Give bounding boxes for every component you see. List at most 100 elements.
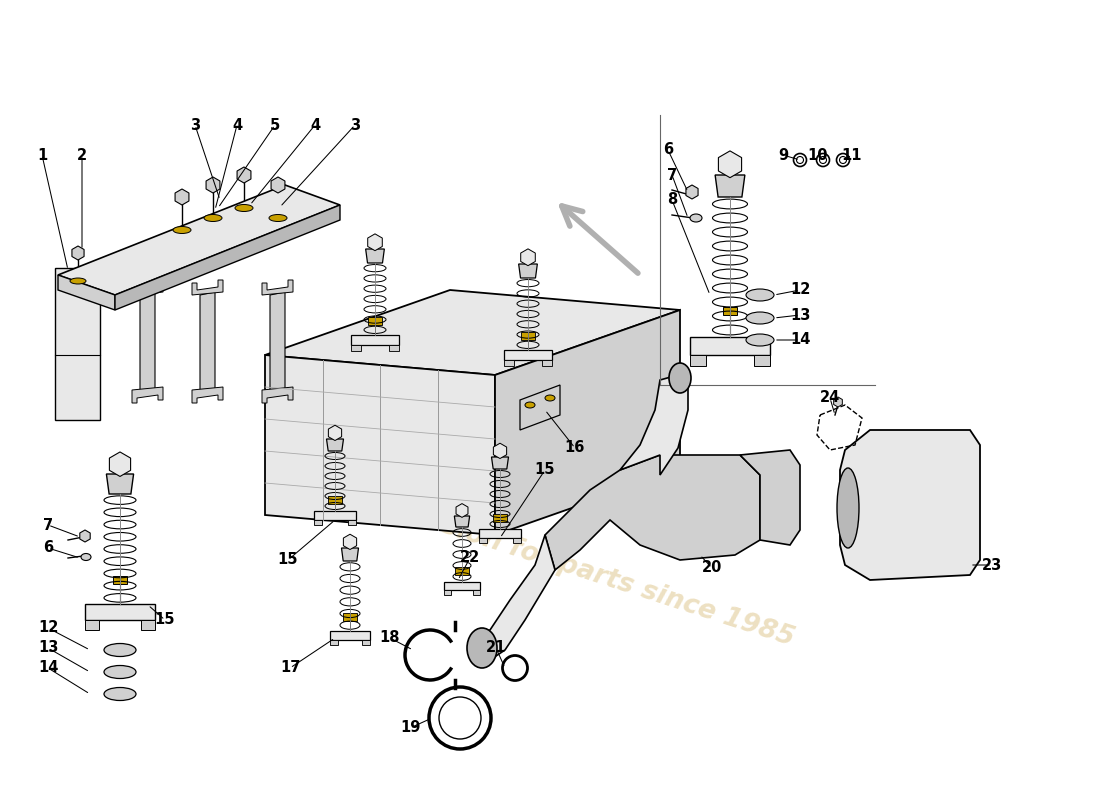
- Ellipse shape: [690, 214, 702, 222]
- Text: 3: 3: [350, 118, 360, 133]
- Polygon shape: [85, 604, 155, 620]
- Text: 4: 4: [232, 118, 242, 133]
- Polygon shape: [444, 582, 480, 590]
- Text: 14: 14: [790, 333, 811, 347]
- Text: 9: 9: [778, 147, 788, 162]
- Text: 7: 7: [43, 518, 53, 533]
- Polygon shape: [368, 317, 382, 325]
- Text: 23: 23: [982, 558, 1002, 573]
- Polygon shape: [192, 387, 223, 403]
- Polygon shape: [389, 345, 399, 351]
- Polygon shape: [132, 280, 163, 295]
- Ellipse shape: [235, 205, 253, 211]
- Ellipse shape: [837, 468, 859, 548]
- Text: 5: 5: [270, 118, 280, 133]
- Ellipse shape: [544, 395, 556, 401]
- Ellipse shape: [81, 554, 91, 561]
- Text: 24: 24: [820, 390, 840, 406]
- Ellipse shape: [746, 312, 774, 324]
- Ellipse shape: [204, 214, 222, 222]
- Polygon shape: [113, 576, 127, 584]
- Polygon shape: [521, 332, 535, 340]
- Polygon shape: [513, 538, 521, 543]
- Polygon shape: [740, 450, 800, 545]
- Ellipse shape: [70, 278, 86, 284]
- Text: 15: 15: [535, 462, 556, 478]
- Text: 19: 19: [399, 721, 420, 735]
- Polygon shape: [492, 457, 508, 469]
- Text: 13: 13: [790, 307, 811, 322]
- Polygon shape: [504, 360, 514, 366]
- Polygon shape: [262, 280, 293, 295]
- Polygon shape: [60, 370, 85, 382]
- Polygon shape: [478, 529, 521, 538]
- Polygon shape: [132, 387, 163, 403]
- Polygon shape: [351, 335, 399, 345]
- Polygon shape: [470, 535, 556, 660]
- Polygon shape: [362, 640, 370, 646]
- Polygon shape: [58, 275, 116, 310]
- Ellipse shape: [270, 214, 287, 222]
- Text: 12: 12: [37, 621, 58, 635]
- Polygon shape: [519, 264, 538, 278]
- Text: 18: 18: [379, 630, 400, 646]
- Ellipse shape: [104, 666, 136, 678]
- Text: a passion for parts since 1985: a passion for parts since 1985: [363, 488, 798, 652]
- Polygon shape: [314, 520, 322, 526]
- Polygon shape: [58, 185, 340, 295]
- Polygon shape: [520, 385, 560, 430]
- Text: 4: 4: [310, 118, 320, 133]
- Text: 11: 11: [842, 147, 862, 162]
- Text: 14: 14: [37, 661, 58, 675]
- Polygon shape: [715, 175, 745, 197]
- Polygon shape: [200, 292, 214, 393]
- Polygon shape: [141, 620, 155, 630]
- Text: 13: 13: [37, 641, 58, 655]
- Text: 17: 17: [279, 661, 300, 675]
- Polygon shape: [265, 355, 495, 535]
- Polygon shape: [754, 355, 770, 366]
- Text: 21: 21: [486, 641, 506, 655]
- Polygon shape: [140, 292, 155, 393]
- Polygon shape: [544, 455, 760, 570]
- Polygon shape: [455, 567, 469, 575]
- Polygon shape: [348, 520, 356, 526]
- Text: 10: 10: [807, 147, 828, 162]
- Polygon shape: [444, 590, 451, 594]
- Polygon shape: [55, 268, 100, 420]
- Polygon shape: [620, 375, 688, 475]
- Polygon shape: [328, 496, 342, 504]
- Ellipse shape: [746, 334, 774, 346]
- Ellipse shape: [746, 289, 774, 301]
- Text: 15: 15: [155, 613, 175, 627]
- Text: 22: 22: [460, 550, 480, 566]
- Polygon shape: [270, 292, 285, 393]
- Ellipse shape: [669, 363, 691, 393]
- Polygon shape: [723, 307, 737, 315]
- Polygon shape: [330, 631, 370, 640]
- Polygon shape: [493, 514, 507, 522]
- Ellipse shape: [468, 628, 497, 668]
- Ellipse shape: [104, 643, 136, 657]
- Text: 15: 15: [277, 553, 298, 567]
- Polygon shape: [327, 439, 343, 451]
- Polygon shape: [192, 280, 223, 295]
- Ellipse shape: [525, 402, 535, 408]
- Polygon shape: [85, 620, 99, 630]
- Polygon shape: [116, 205, 340, 310]
- Text: 1: 1: [37, 147, 47, 162]
- Ellipse shape: [104, 687, 136, 701]
- Polygon shape: [365, 249, 384, 263]
- Polygon shape: [473, 590, 480, 594]
- Text: 8: 8: [667, 193, 678, 207]
- Polygon shape: [690, 337, 770, 355]
- Text: 12: 12: [790, 282, 811, 298]
- Polygon shape: [107, 474, 133, 494]
- Polygon shape: [504, 350, 552, 360]
- Polygon shape: [542, 360, 552, 366]
- Text: 20: 20: [702, 561, 723, 575]
- Polygon shape: [343, 613, 358, 621]
- Polygon shape: [454, 516, 470, 527]
- Polygon shape: [262, 387, 293, 403]
- Polygon shape: [314, 511, 356, 520]
